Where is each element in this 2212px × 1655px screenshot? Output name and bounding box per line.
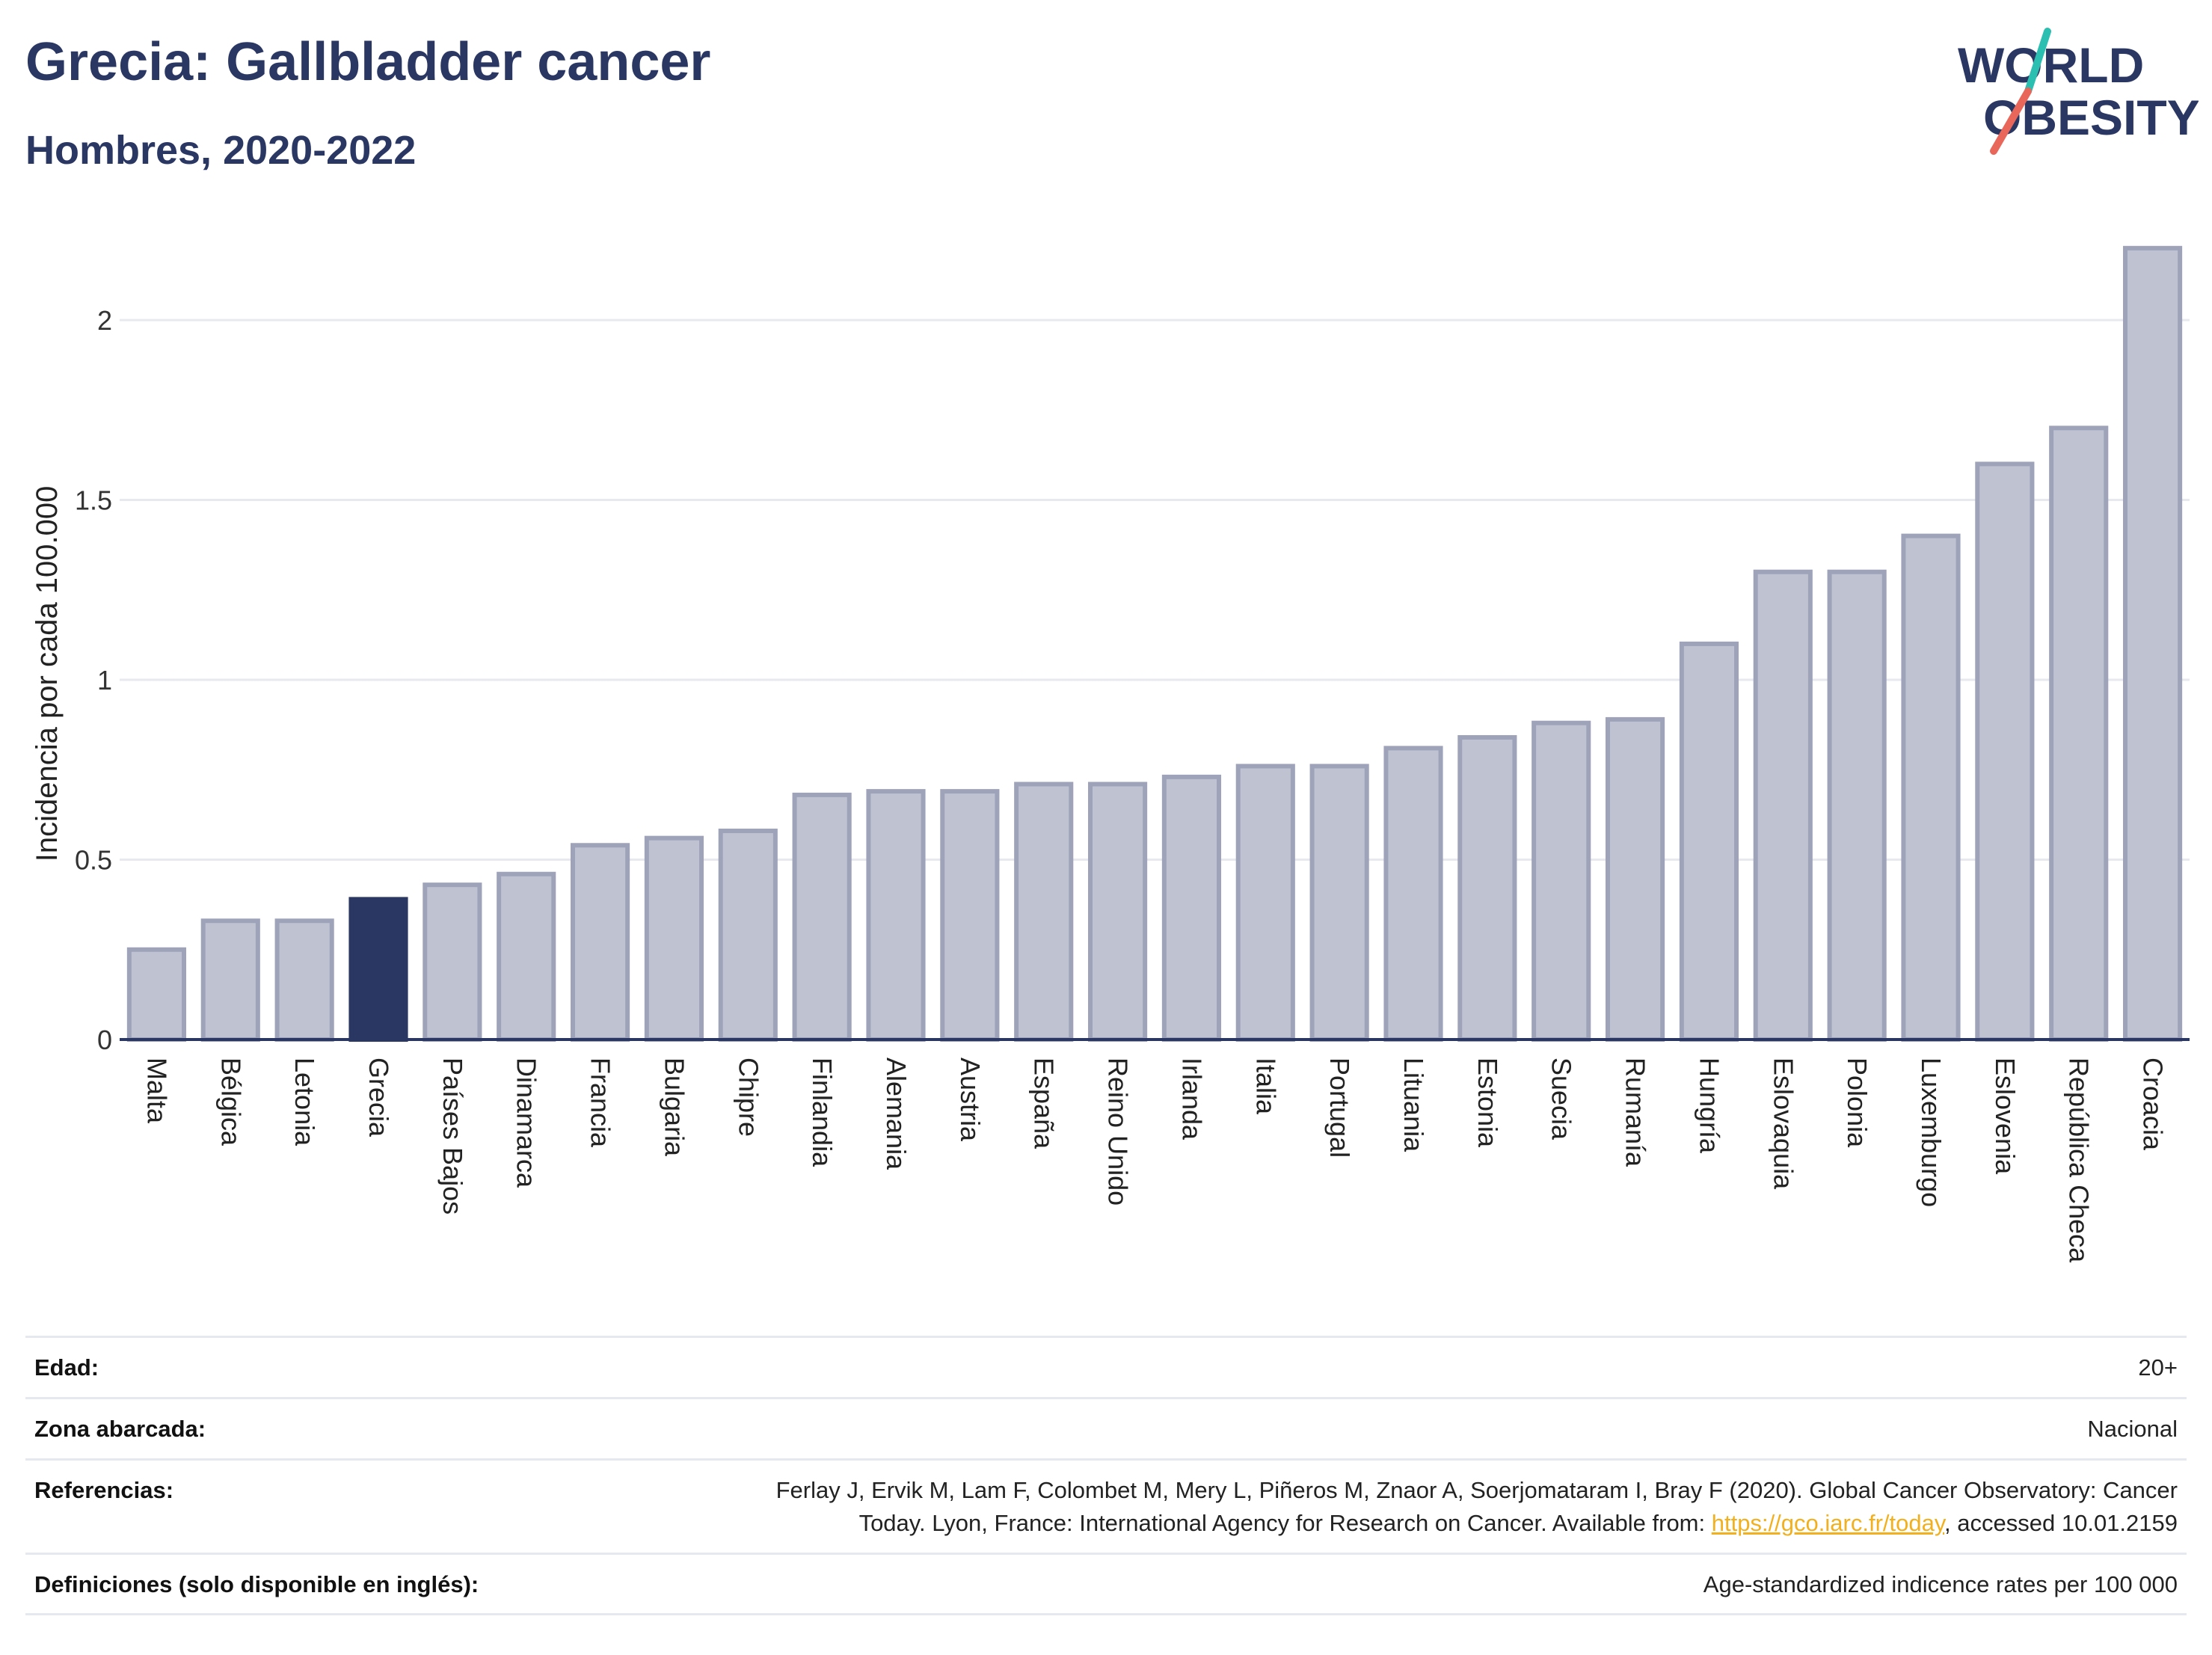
- bar-bulgaria: [644, 835, 704, 1042]
- bar-dinamarca: [497, 871, 556, 1042]
- bar-chart: 0 0.5 1 1.5 2 Incidencia por cada 100.000 Malt…: [31, 245, 2190, 1263]
- bar-reino-unido: [1087, 782, 1148, 1042]
- reference-line1: Ferlay J, Ervik M, Lam F, Colombet M, Me…: [775, 1477, 2178, 1503]
- x-tick-label: Chipre: [733, 1057, 764, 1137]
- x-tick-label: Hungría: [1694, 1057, 1724, 1154]
- bar-hungría: [1679, 641, 1739, 1042]
- bar-suecia: [1531, 720, 1591, 1042]
- bar-estonia: [1457, 734, 1517, 1043]
- logo-line1: WORLD: [1958, 37, 2144, 93]
- bar-francia: [570, 843, 630, 1042]
- x-tick-label: Suecia: [1546, 1057, 1577, 1140]
- bar-república-checa: [2049, 426, 2109, 1042]
- x-tick-label: Eslovaquia: [1768, 1057, 1798, 1190]
- meta-row-area: Zona abarcada: Nacional: [25, 1397, 2187, 1458]
- meta-age-value: 20+: [2138, 1354, 2178, 1381]
- x-tick-label: Letonia: [289, 1057, 320, 1146]
- bar-malta: [126, 947, 187, 1042]
- x-tick-label: Grecia: [363, 1057, 394, 1137]
- meta-area-label: Zona abarcada:: [34, 1416, 206, 1442]
- x-tick-label: Luxemburgo: [1916, 1057, 1947, 1207]
- x-tick-label: Eslovenia: [1990, 1057, 2021, 1175]
- meta-definitions-label: Definiciones (solo disponible en inglés)…: [34, 1571, 479, 1597]
- y-tick-label: 2: [97, 305, 112, 336]
- bar-bélgica: [200, 918, 260, 1043]
- y-tick-label: 0.5: [75, 845, 112, 876]
- bar-irlanda: [1161, 774, 1222, 1042]
- x-tick-label: Irlanda: [1176, 1057, 1207, 1140]
- x-tick-label: Lituania: [1398, 1057, 1429, 1152]
- y-axis-label: Incidencia por cada 100.000: [31, 486, 64, 862]
- world-obesity-logo: WORLD OBESITY: [1958, 28, 2199, 155]
- logo-slash-teal: [2024, 28, 2051, 95]
- bar-chipre: [718, 829, 778, 1043]
- meta-references-label: Referencias:: [34, 1477, 174, 1503]
- x-tick-label: Alemania: [881, 1057, 912, 1170]
- reference-line2-post: , accessed 10.01.2159: [1944, 1510, 2178, 1536]
- bar-luxemburgo: [1901, 533, 1961, 1042]
- bar-grecia: [348, 897, 408, 1043]
- bar-polonia: [1827, 569, 1887, 1042]
- meta-area-value: Nacional: [2087, 1416, 2178, 1442]
- logo-line2: OBESITY: [1983, 90, 2199, 145]
- x-tick-label: Rumanía: [1620, 1057, 1651, 1167]
- y-tick-label: 1.5: [75, 485, 112, 516]
- x-tick-label: Dinamarca: [511, 1057, 542, 1188]
- reference-line2-pre: Today. Lyon, France: International Agenc…: [858, 1510, 1712, 1536]
- bar-finlandia: [792, 792, 852, 1043]
- bar-austria: [940, 789, 1000, 1042]
- reference-link[interactable]: https://gco.iarc.fr/today: [1711, 1510, 1945, 1536]
- bar-letonia: [274, 918, 334, 1043]
- bar-países-bajos: [423, 882, 482, 1043]
- bar-italia: [1235, 764, 1295, 1042]
- bar-lituania: [1383, 746, 1443, 1042]
- x-tick-label: Reino Unido: [1103, 1057, 1134, 1206]
- x-tick-label: España: [1029, 1057, 1060, 1149]
- x-tick-label: Estonia: [1472, 1057, 1503, 1148]
- x-tick-label: Polonia: [1842, 1057, 1872, 1148]
- x-tick-label: Portugal: [1324, 1057, 1355, 1158]
- x-tick-label: Finlandia: [807, 1057, 838, 1167]
- x-tick-label: Malta: [141, 1057, 172, 1124]
- x-tick-label: Países Bajos: [437, 1057, 468, 1215]
- bar-eslovaquia: [1753, 569, 1813, 1042]
- bar-croacia: [2122, 245, 2183, 1042]
- meta-row-age: Edad: 20+: [25, 1336, 2187, 1397]
- x-tick-label: Bulgaria: [659, 1057, 689, 1157]
- meta-row-definitions: Definiciones (solo disponible en inglés)…: [25, 1553, 2187, 1615]
- y-tick-label: 0: [97, 1025, 112, 1055]
- meta-definitions-value: Age-standardized indicence rates per 100…: [1703, 1571, 2178, 1597]
- bar-alemania: [866, 789, 926, 1042]
- x-tick-label: Croacia: [2138, 1057, 2169, 1151]
- page-title: Grecia: Gallbladder cancer: [25, 32, 711, 92]
- x-tick-label: Bélgica: [215, 1057, 246, 1146]
- meta-age-label: Edad:: [34, 1354, 99, 1381]
- x-tick-label: República Checa: [2064, 1057, 2095, 1263]
- y-tick-label: 1: [97, 665, 112, 696]
- bar-rumanía: [1605, 716, 1665, 1042]
- bar-portugal: [1309, 764, 1369, 1042]
- meta-row-references: Referencias: Ferlay J, Ervik M, Lam F, C…: [25, 1458, 2187, 1553]
- page-subtitle: Hombres, 2020-2022: [25, 128, 417, 173]
- logo-slash-red: [1990, 87, 2032, 155]
- x-tick-label: Italia: [1250, 1057, 1281, 1115]
- meta-references-value: Ferlay J, Ervik M, Lam F, Colombet M, Me…: [776, 1474, 2178, 1540]
- x-tick-label: Francia: [586, 1057, 616, 1148]
- bar-españa: [1014, 782, 1074, 1042]
- x-tick-label: Austria: [955, 1057, 986, 1142]
- bar-eslovenia: [1975, 461, 2035, 1042]
